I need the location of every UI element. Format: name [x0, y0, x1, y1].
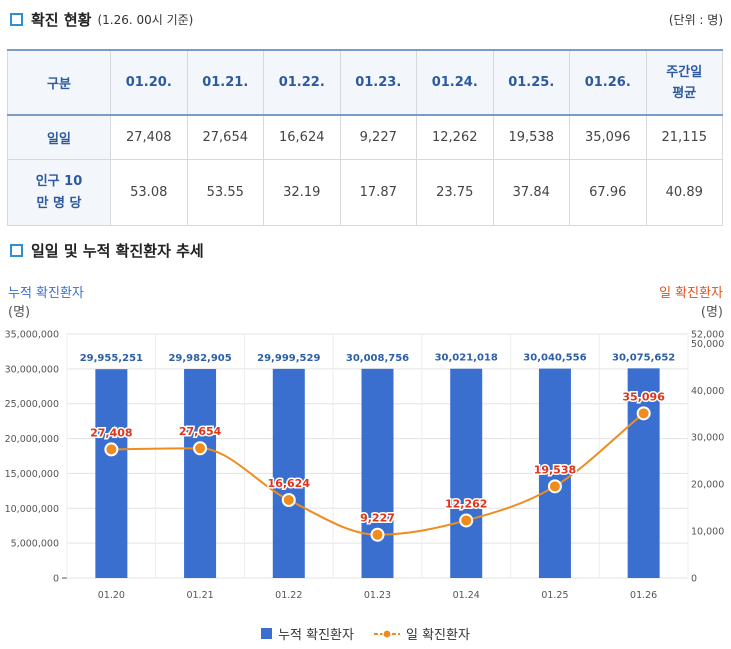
status-subtitle: (1.26. 00시 기준) [97, 13, 194, 27]
table-cell: 17.87 [339, 159, 417, 226]
left-tick-label: 20,000,000 [5, 434, 59, 445]
x-tick-label: 01.26 [630, 590, 657, 601]
table-header-date: 01.24. [416, 49, 494, 116]
right-tick-label: 20,000 [691, 480, 724, 491]
table-cell: 16,624 [263, 114, 341, 160]
legend-label: 일 확진환자 [405, 628, 470, 643]
line-data-label: 35,096 [622, 390, 665, 403]
bar-data-label: 30,075,652 [612, 352, 675, 363]
left-axis-unit: (명) [8, 305, 31, 320]
bar-data-label: 29,999,529 [257, 353, 320, 364]
table-header-row: 구분 01.20. 01.21. 01.22. 01.23. 01.24. 01… [7, 49, 723, 116]
bar-data-label: 30,008,756 [346, 353, 409, 364]
left-tick-label: 15,000,000 [5, 469, 59, 480]
left-tick-label: 35,000,000 [5, 330, 59, 341]
x-tick-label: 01.25 [541, 590, 568, 601]
line-point [636, 406, 651, 421]
legend-label: 누적 확진환자 [278, 628, 354, 643]
legend-bar-swatch-icon [261, 628, 273, 639]
line-point [104, 442, 119, 457]
row-label: 인구 10만 명 당 [7, 159, 111, 226]
status-title: 확진 현황 [31, 11, 92, 29]
table-cell: 27,654 [186, 114, 264, 160]
table-cell: 37.84 [492, 159, 570, 226]
status-section-title: 확진 현황 (1.26. 00시 기준) [10, 9, 193, 30]
bar [95, 369, 128, 578]
line-point [547, 479, 562, 494]
table-cell-average: 40.89 [645, 159, 723, 226]
left-tick-label: 10,000,000 [5, 504, 59, 515]
table-cell: 19,538 [492, 114, 570, 160]
table-header-date: 01.25. [492, 49, 570, 116]
table-cell: 35,096 [569, 114, 647, 160]
right-tick-label: 40,000 [691, 386, 724, 397]
table-cell: 67.96 [569, 159, 647, 226]
stats-table: 구분 01.20. 01.21. 01.22. 01.23. 01.24. 01… [7, 49, 723, 226]
line-data-label: 12,262 [445, 497, 487, 510]
right-tick-label: 52,000 [691, 330, 724, 341]
x-tick-label: 01.23 [364, 590, 391, 601]
table-header-date: 01.23. [339, 49, 417, 116]
right-tick-label: 30,000 [691, 433, 724, 444]
line-point [193, 441, 208, 456]
line-point [281, 492, 296, 507]
bar [272, 368, 305, 578]
legend-line-marker-icon [373, 628, 400, 639]
square-bullet-icon [10, 244, 23, 257]
line-data-label: 9,227 [360, 512, 395, 525]
square-bullet-icon [10, 13, 23, 26]
table-row: 인구 10만 명 당 53.08 53.55 32.19 17.87 23.75… [7, 159, 723, 226]
table-header-date: 01.20. [110, 49, 188, 116]
x-tick-label: 01.21 [186, 590, 213, 601]
table-cell: 23.75 [416, 159, 494, 226]
line-data-label: 27,654 [179, 425, 222, 438]
x-tick-label: 01.24 [453, 590, 480, 601]
left-tick-label: 5,000,000 [11, 539, 59, 550]
x-tick-label: 01.22 [275, 590, 302, 601]
legend-item-cumulative[interactable]: 누적 확진환자 [261, 624, 354, 643]
left-axis-title: 누적 확진환자 [8, 286, 84, 301]
left-tick-label: 30,000,000 [5, 364, 59, 375]
table-cell: 12,262 [416, 114, 494, 160]
right-axis-unit: (명) [700, 305, 723, 320]
right-tick-label: 50,000 [691, 339, 724, 350]
right-tick-label: 10,000 [691, 527, 724, 538]
bar [627, 368, 660, 578]
left-tick-label: 25,000,000 [5, 399, 59, 410]
bar [450, 368, 483, 578]
left-tick-label: 0 [53, 574, 59, 585]
table-cell: 53.08 [110, 159, 188, 226]
trend-title: 일일 및 누적 확진환자 추세 [31, 242, 204, 260]
chart-legend: 누적 확진환자 일 확진환자 [0, 624, 731, 643]
right-tick-label: 0 [691, 574, 697, 585]
line-data-label: 16,624 [268, 477, 311, 490]
legend-item-daily[interactable]: 일 확진환자 [373, 624, 470, 643]
line-data-label: 19,538 [534, 463, 576, 476]
bar-data-label: 30,040,556 [523, 353, 586, 364]
table-cell-average: 21,115 [645, 114, 723, 160]
table-cell: 9,227 [339, 114, 417, 160]
table-header-category: 구분 [7, 49, 111, 116]
table-row: 일일 27,408 27,654 16,624 9,227 12,262 19,… [7, 114, 723, 160]
line-point [459, 513, 474, 528]
table-header-date: 01.26. [569, 49, 647, 116]
bar [184, 368, 217, 578]
bar [538, 368, 571, 578]
table-header-average: 주간일 평균 [645, 49, 723, 116]
row-label: 일일 [7, 114, 111, 160]
bar-data-label: 29,982,905 [168, 353, 231, 364]
line-data-label: 27,408 [90, 426, 132, 439]
trend-section-title: 일일 및 누적 확진환자 추세 [10, 240, 204, 261]
unit-label: (단위 : 명) [668, 13, 723, 27]
line-point [370, 527, 385, 542]
x-tick-label: 01.20 [98, 590, 125, 601]
table-header-date: 01.21. [186, 49, 264, 116]
bar-data-label: 30,021,018 [435, 353, 498, 364]
bar [361, 368, 394, 578]
bar-data-label: 29,955,251 [80, 353, 143, 364]
right-axis-title: 일 확진환자 [659, 286, 723, 301]
table-cell: 53.55 [186, 159, 264, 226]
